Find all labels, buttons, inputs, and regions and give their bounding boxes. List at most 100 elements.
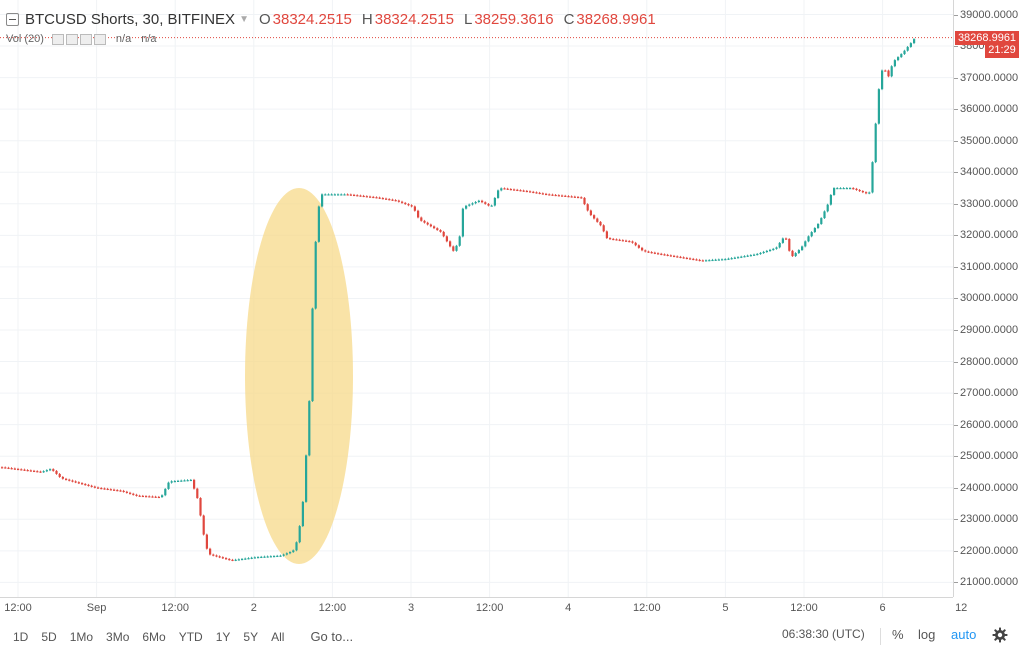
range-1y-button[interactable]: 1Y (215, 629, 231, 644)
candle-down (522, 190, 525, 192)
candle-up (717, 259, 720, 261)
candle-down (119, 490, 122, 492)
candle-down (362, 195, 365, 198)
candle-up (874, 123, 877, 163)
remove-icon[interactable] (93, 33, 106, 45)
candle-down (586, 204, 589, 211)
gear-icon[interactable] (992, 627, 1008, 643)
chart-area[interactable]: BTCUSD Shorts, 30, BITFINEX ▼ O 38324.25… (0, 0, 953, 597)
log-scale-button[interactable]: log (918, 627, 936, 642)
candle-down (205, 534, 208, 549)
candle-down (29, 470, 32, 472)
candle-down (346, 194, 349, 196)
candle-up (279, 555, 282, 557)
more-icon[interactable] (79, 33, 92, 45)
candle-up (305, 455, 308, 502)
candle-up (247, 558, 250, 560)
candle-down (84, 483, 87, 486)
candle-down (26, 470, 29, 472)
range-5d-button[interactable]: 5D (41, 629, 57, 644)
candle-down (567, 196, 570, 198)
auto-scale-button[interactable]: auto (951, 627, 977, 642)
candle-up (340, 194, 343, 196)
candle-down (199, 498, 202, 516)
candle-down (692, 258, 695, 261)
format-icon[interactable] (65, 33, 78, 45)
candle-down (695, 259, 698, 261)
percent-scale-button[interactable]: % (892, 627, 904, 642)
candle-down (621, 240, 624, 242)
candle-down (193, 479, 196, 489)
candle-down (666, 254, 669, 257)
candle-up (234, 559, 237, 561)
time-tick: 12:00 (790, 602, 818, 614)
candle-down (132, 493, 135, 495)
candle-up (321, 194, 324, 207)
chevron-down-icon[interactable]: ▼ (239, 13, 249, 25)
candle-down (33, 470, 36, 472)
candle-down (209, 548, 212, 555)
range-ytd-button[interactable]: YTD (178, 629, 203, 644)
candle-up (173, 481, 176, 483)
low-label: L (463, 10, 473, 28)
price-tick: 28000.0000 (953, 355, 1019, 368)
candle-up (823, 211, 826, 219)
symbol-title[interactable]: BTCUSD Shorts, 30, BITFINEX (25, 10, 236, 28)
candle-up (890, 66, 893, 77)
collapse-toggle[interactable] (6, 12, 19, 26)
range-1mo-button[interactable]: 1Mo (69, 629, 94, 644)
time-axis[interactable]: 12:00 Sep 12:00 2 12:00 3 12:00 4 12:00 5 12:00 6 12 (0, 597, 967, 619)
candle-down (647, 251, 650, 253)
time-tick: 3 (407, 602, 415, 614)
candle-down (369, 196, 372, 198)
candle-down (519, 190, 522, 192)
range-1d-button[interactable]: 1D (13, 629, 29, 644)
candle-up (164, 488, 167, 496)
visibility-icon[interactable] (51, 33, 64, 45)
candle-up (868, 192, 871, 194)
candle-down (509, 189, 512, 191)
candle-up (324, 194, 327, 196)
candle-down (660, 253, 663, 255)
candle-down (381, 198, 384, 200)
candle-down (433, 226, 436, 229)
price-tick: 30000.0000 (953, 292, 1019, 305)
candle-up (167, 482, 170, 489)
range-6mo-button[interactable]: 6Mo (142, 629, 166, 644)
candle-down (644, 250, 647, 252)
price-chart[interactable] (0, 0, 953, 597)
candle-down (442, 231, 445, 237)
price-tick: 32000.0000 (953, 229, 1019, 242)
candle-up (900, 54, 903, 58)
candle-down (4, 467, 7, 469)
range-5y-button[interactable]: 5Y (243, 629, 259, 644)
candle-down (615, 239, 618, 241)
candle-down (151, 496, 154, 498)
goto-button[interactable]: Go to... (310, 629, 354, 644)
candle-down (609, 238, 612, 240)
candle-up (903, 50, 906, 55)
range-all-button[interactable]: All (271, 629, 285, 644)
low-value: 38259.3616 (474, 10, 554, 28)
candle-down (93, 486, 96, 488)
candle-down (564, 195, 567, 197)
time-tick: 6 (879, 602, 886, 614)
utc-clock[interactable]: 06:38:30 (UTC) (782, 627, 865, 641)
candle-down (375, 197, 378, 199)
candle-up (804, 241, 807, 247)
candle-down (538, 192, 541, 195)
candle-down (641, 247, 644, 251)
candle-up (743, 256, 746, 258)
candle-down (109, 489, 112, 491)
price-axis[interactable]: 38268.9961 21:29 39000.000038000.0000370… (953, 0, 1024, 597)
candle-up (810, 232, 813, 237)
candle-up (330, 194, 333, 196)
range-3mo-button[interactable]: 3Mo (106, 629, 130, 644)
candle-down (58, 473, 61, 477)
close-value: 38268.9961 (576, 10, 656, 28)
candle-down (196, 488, 199, 499)
candle-up (314, 241, 317, 309)
candle-down (148, 496, 151, 498)
candle-down (637, 245, 640, 248)
volume-label[interactable]: Vol (20) (6, 33, 44, 45)
